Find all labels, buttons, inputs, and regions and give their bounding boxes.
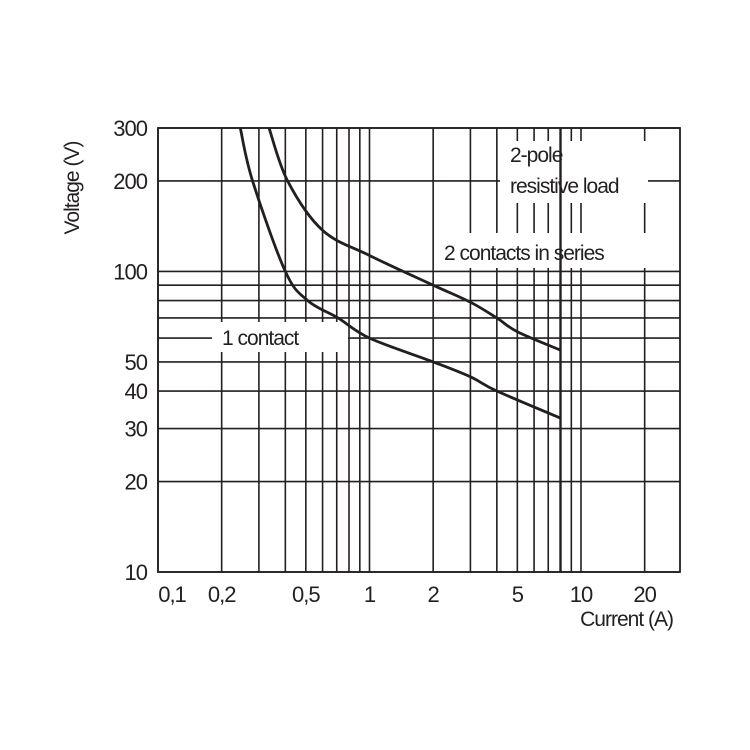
y-tick-label: 50: [125, 350, 148, 375]
curve-2-contacts-in-series: [267, 127, 562, 352]
gridlines: [157, 127, 680, 573]
y-tick-label: 300: [113, 116, 147, 141]
y-tick-label: 40: [125, 379, 148, 404]
series-label-1-contact: 1 contact: [222, 327, 299, 350]
annotation-2-pole: 2-pole: [510, 144, 563, 167]
x-tick-label: 1: [364, 582, 376, 607]
x-tick-label: 0,1: [158, 582, 186, 607]
y-tick-label: 30: [125, 417, 148, 442]
x-tick-label: 0,2: [208, 582, 236, 607]
y-tick-label: 20: [125, 470, 148, 495]
series-label-background: [437, 233, 651, 268]
x-tick-label: 10: [570, 582, 593, 607]
series-label-background: [212, 322, 348, 352]
annotation-resistive-load: resistive load: [510, 175, 619, 198]
annotation-background: [500, 141, 648, 203]
tick-labels: 0,1 0,2 0,5 1 2 5 10 20 10 20 30 40 50 100 200 300: [113, 116, 657, 607]
plot-border: [157, 127, 681, 573]
x-tick-label: 0,5: [292, 582, 320, 607]
y-axis-label: Voltage (V): [61, 142, 84, 235]
y-tick-label: 100: [113, 259, 147, 284]
y-tick-label: 200: [113, 169, 147, 194]
y-tick-label: 10: [125, 560, 148, 585]
x-tick-label: 20: [633, 582, 656, 607]
curve-1-contact: [238, 127, 562, 420]
x-tick-label: 2: [428, 582, 440, 607]
x-axis-label: Current (A): [580, 608, 673, 631]
series-label-2-contacts: 2 contacts in series: [444, 242, 604, 265]
curves: [238, 127, 562, 572]
x-tick-label: 5: [512, 582, 524, 607]
